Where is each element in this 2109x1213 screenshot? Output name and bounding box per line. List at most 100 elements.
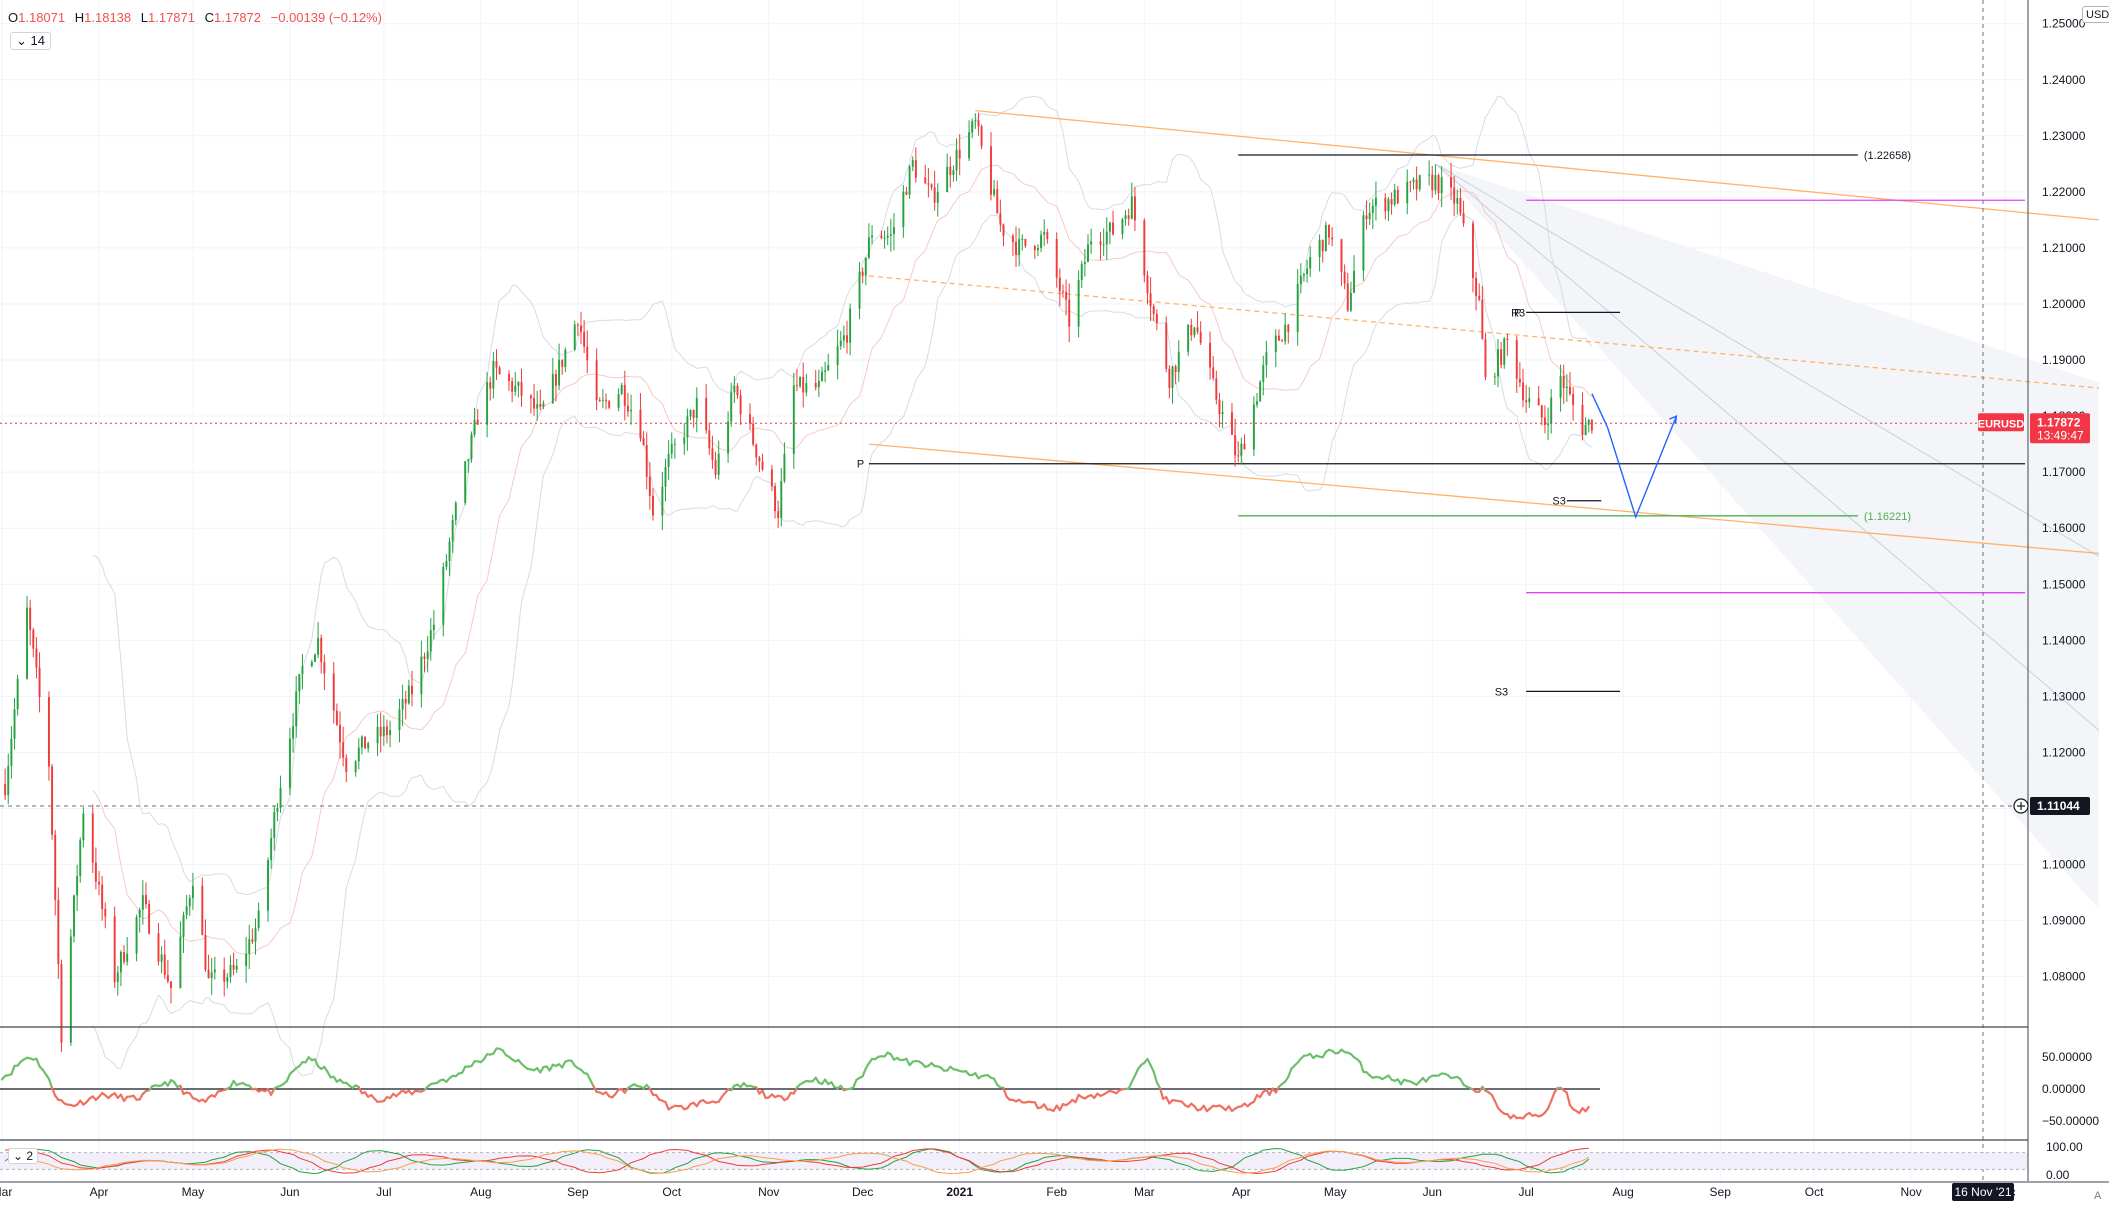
rsi-panel [0,1048,1600,1118]
time-tick-label: Oct [662,1185,681,1199]
study-toggle[interactable]: ⌄ 14 [10,32,51,50]
candle-body [477,420,479,425]
candle-body [1143,220,1145,275]
candle-body [1528,398,1530,402]
candle-body [4,784,6,795]
candle-body [345,758,347,772]
currency-button[interactable]: USD▾ [2082,6,2109,23]
price-tick-label: 1.24000 [2042,73,2086,87]
candle-body [1065,292,1067,300]
rsi-segment [1075,1095,1078,1102]
candle-body [1081,264,1083,280]
stochastic-panel [0,1148,2028,1173]
candle-body [837,346,839,365]
candle-body [974,120,976,121]
candle-body [1059,278,1061,292]
rsi-segment [1288,1069,1291,1077]
candle-body [796,385,798,386]
candle-body [311,662,313,666]
ohlc-legend: O1.18071 H1.18138 L1.17871 C1.17872 −0.0… [8,10,388,25]
candle-body [1012,236,1014,242]
candle-body [14,709,16,738]
candle-body [530,396,532,398]
candle-body [1197,327,1199,331]
candle-body [821,372,823,381]
candle-body [420,657,422,695]
candle-body [229,965,231,977]
candle-body [29,608,31,630]
stoch-tick-label: 0.00 [2046,1168,2070,1182]
candle-body [1344,272,1346,284]
rsi-segment [49,1079,52,1088]
candle-body [661,487,663,516]
time-tick-label: Nov [758,1185,779,1199]
price-tick-label: 1.17000 [2042,465,2086,479]
candle-body [1068,300,1070,327]
time-tick-label: Jul [1518,1185,1533,1199]
candle-body [1275,336,1277,352]
candle-body [26,608,28,679]
study-toggle-2[interactable]: ⌄ 2 [8,1148,38,1164]
candle-body [1347,284,1349,311]
candle-body [733,386,735,392]
candle-body [236,966,238,970]
auto-scale-button[interactable]: A [2094,1190,2101,1202]
candle-body [880,235,882,238]
high-value: 1.18138 [84,10,131,25]
candle-body [915,160,917,177]
candle-body [1582,405,1584,435]
candle-body [267,860,269,910]
chevron-down-icon: ⌄ [13,1149,26,1163]
time-tick-label: Aug [470,1185,491,1199]
level-label: S3 [1495,686,1508,698]
candle-body [57,900,59,964]
level-label: (1.22658) [1864,150,1911,162]
open-value: 1.18071 [18,10,65,25]
candle-body [1481,299,1483,339]
candle-body [630,410,632,411]
candle-body [1037,248,1039,250]
candle-body [1215,378,1217,400]
candle-body [1234,435,1236,456]
candle-body [999,213,1001,224]
candlestick-series [4,113,1593,1052]
candle-body [580,325,582,331]
candle-body [126,954,128,962]
candle-body [1362,215,1364,270]
candle-body [1322,240,1324,251]
candle-body [10,739,12,766]
rsi-segment [1495,1101,1498,1108]
candle-body [189,898,191,906]
candle-body [1516,340,1518,379]
candle-body [164,954,166,975]
candle-body [1560,376,1562,398]
candle-body [1550,398,1552,424]
candle-body [445,561,447,567]
candle-body [1284,325,1286,342]
candle-body [1419,175,1421,189]
candle-body [489,382,491,388]
candle-body [1300,276,1302,284]
candle-body [1003,225,1005,236]
candle-body [711,448,713,460]
candle-body [405,699,407,703]
candle-body [226,977,228,982]
candle-body [1503,339,1505,365]
candle-body [1109,223,1111,232]
candle-body [517,382,519,386]
candle-body [574,325,576,350]
rsi-segment [1567,1093,1570,1105]
candle-body [846,335,848,342]
candle-body [32,630,34,649]
candle-body [411,686,413,695]
candle-body [1172,366,1174,388]
candle-body [561,360,563,367]
candle-body [386,726,388,735]
price-tick-label: 1.08000 [2042,970,2086,984]
time-tick-label: Jul [376,1185,391,1199]
candle-body [884,238,886,239]
candle-body [1544,417,1546,425]
candle-body [377,727,379,743]
candle-body [730,392,732,421]
